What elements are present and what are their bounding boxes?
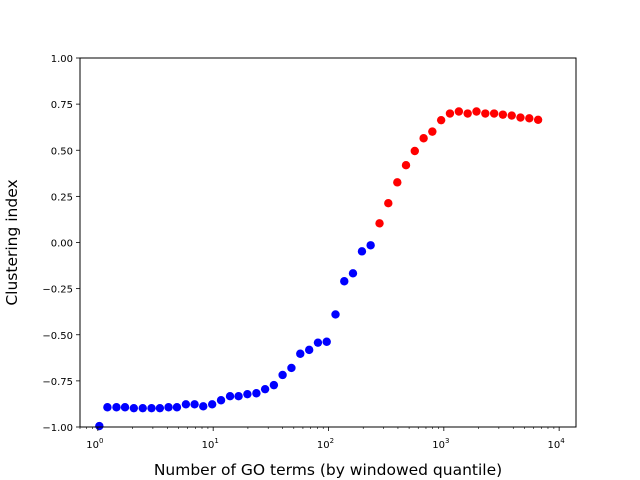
data-point [120,403,130,412]
data-point [164,403,173,412]
data-points [95,107,543,431]
data-point [401,160,411,170]
x-tick-label: 104 [548,437,566,451]
y-tick-label: 0.25 [51,192,73,203]
data-point [129,403,139,413]
data-point [445,109,455,118]
y-axis-label: Clustering index [3,179,21,305]
data-point [278,370,287,380]
data-point [393,178,402,187]
y-tick-label: 0.00 [51,239,73,250]
data-point [296,349,305,358]
plot-frame [79,57,577,428]
data-point [357,247,367,256]
y-tick-label: 1.00 [51,54,73,65]
data-point [225,391,235,401]
x-tick-label: 100 [86,437,103,451]
data-point [190,400,199,409]
data-point [269,380,279,390]
data-point [533,115,543,125]
data-point [463,109,472,118]
data-point [428,127,437,136]
data-point [410,146,419,156]
data-point [489,109,499,118]
data-point [112,403,121,412]
data-point [287,363,296,373]
y-tick-label: −1.00 [42,423,73,434]
y-tick-label: 0.50 [51,146,73,157]
y-tick-label: 0.75 [51,100,73,111]
data-point [525,114,534,123]
data-point [252,389,261,398]
data-point [366,241,375,250]
data-point [243,389,252,399]
data-point [313,338,323,347]
data-point [331,310,340,319]
data-point [199,402,208,411]
data-point [348,269,358,278]
data-point [103,403,112,412]
y-tick-label: −0.25 [42,285,73,296]
data-point [516,113,525,122]
data-point [481,109,490,118]
data-point [322,337,331,346]
data-point [384,199,393,208]
data-point [216,396,226,405]
data-point [172,403,182,412]
x-tick-label: 103 [432,437,449,451]
data-point [147,403,156,413]
data-point [138,403,147,413]
data-point [95,421,104,431]
data-point [498,110,508,119]
data-point [207,400,217,409]
data-point [304,345,314,355]
data-point [472,107,481,116]
y-tick-label: −0.50 [42,331,73,342]
data-point [234,391,243,401]
data-point [419,134,428,143]
data-point [260,384,270,394]
x-tick-label: 101 [202,437,219,451]
x-axis-label: Number of GO terms (by windowed quantile… [154,461,502,479]
data-point [507,111,516,120]
data-point [340,277,349,286]
data-point [155,403,165,413]
y-tick-label: −0.75 [42,377,73,388]
data-point [436,115,446,125]
data-point [375,219,384,228]
plot-area [80,58,576,427]
axes: −1.00 −0.75 −0.50 −0.25 0.00 0.25 0.50 0.75 1.00… [42,54,565,451]
x-tick-label: 102 [317,437,334,451]
data-point [181,400,191,409]
data-point [454,107,464,116]
